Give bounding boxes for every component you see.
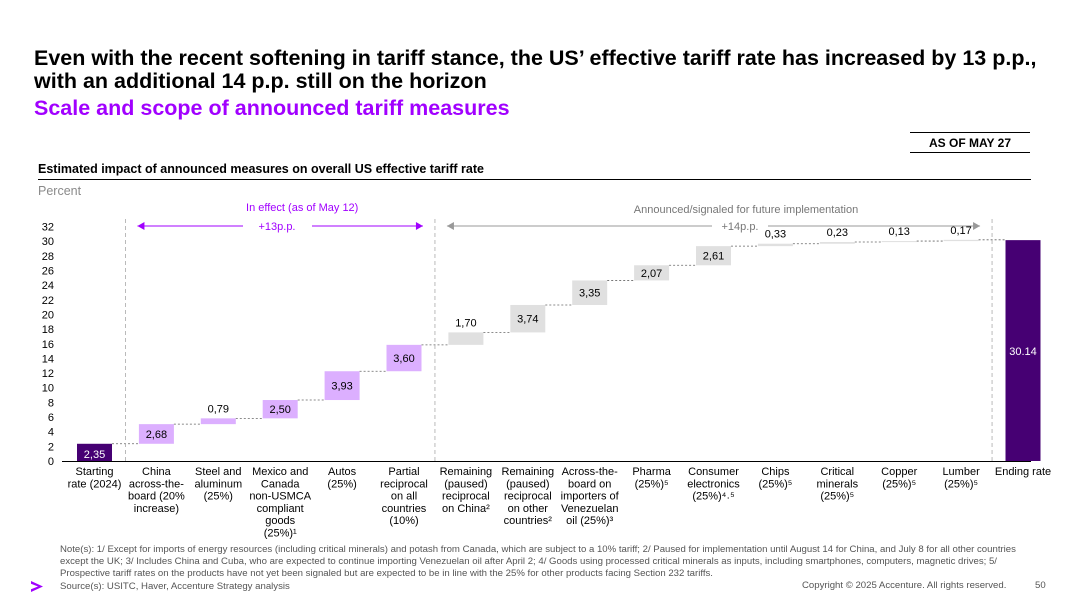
bar-value-label: 0,23 [827,227,848,239]
y-tick-label: 28 [42,251,54,263]
category-label: Starting rate (2024) [68,466,122,490]
y-axis-unit-label: Percent [38,184,82,198]
category-label: Autos (25%) [327,466,356,490]
bar-value-label: 0,13 [888,226,909,238]
bar-3 [262,400,298,419]
category-label: Lumber (25%)⁵ [942,466,980,490]
category-label: Remaining (paused) reciprocal on China² [440,466,493,515]
bar-value-label: 0,79 [208,403,229,415]
in-effect-label: In effect (as of May 12) [246,202,358,214]
bar-value-label: 1,70 [455,317,476,329]
category-label: Mexico and Canada non-USMCA compliant goods(… [249,466,311,540]
bar-value-label: 2,50 [269,404,290,416]
footnotes: Note(s): 1/ Except for imports of energy… [60,544,1016,580]
bar-value-label: 3,93 [331,381,352,393]
y-tick-label: 4 [48,427,54,439]
bar-1 [138,424,174,444]
future-delta: +14p.p. [721,221,758,233]
page-number: 50 [1035,580,1046,591]
y-tick-label: 22 [42,295,54,307]
arrowhead-icon [446,222,454,230]
arrowhead-icon [973,222,981,230]
category-label: Partial reciprocal on all countries (10%) [380,466,428,527]
bar-11 [757,243,793,247]
y-tick-label: 16 [42,339,54,351]
y-tick-label: 6 [48,412,54,424]
arrowhead-icon [415,222,423,230]
category-label: Steel and aluminum (25%) [194,466,242,503]
bar-9 [634,265,670,281]
waterfall-chart: 024681012141618202224262830322,35Startin… [42,202,1051,540]
bar-10 [696,246,731,266]
bar-4 [324,371,360,401]
bar-value-label: 3,35 [579,288,600,300]
bar-value-label: 3,74 [517,314,538,326]
y-tick-label: 32 [42,222,54,234]
bar-value-label: 0,33 [765,229,786,241]
bar-value-label: 3,60 [393,353,414,365]
as-of-badge: AS OF MAY 27 [910,132,1030,153]
future-label: Announced/signaled for future implementa… [634,204,858,216]
bar-value-label: 30.14 [1009,346,1037,358]
bar-value-label: 2,68 [146,429,167,441]
page-subtitle: Scale and scope of announced tariff meas… [34,96,510,120]
chart-title: Estimated impact of announced measures o… [38,162,1031,180]
category-label: Chips (25%)⁵ [758,466,792,490]
category-label: Copper (25%)⁵ [881,466,917,490]
bar-value-label: 2,61 [703,251,724,263]
bar-6 [448,332,484,345]
y-tick-label: 26 [42,265,54,277]
y-tick-label: 8 [48,397,54,409]
bar-12 [819,242,855,244]
bar-2 [200,418,236,425]
bar-15 [1005,240,1041,461]
y-tick-label: 2 [48,441,54,453]
category-label: Across-the-board on importers of Venezuela… [561,466,620,527]
bar-0 [77,443,112,461]
source-note: Source(s): USITC, Haver, Accenture Strat… [60,581,290,592]
y-tick-label: 20 [42,309,54,321]
y-tick-label: 14 [42,353,54,365]
category-label: Ending rate [995,466,1051,478]
y-tick-label: 18 [42,324,54,336]
bar-7 [510,304,546,333]
bar-5 [386,344,422,372]
y-tick-label: 30 [42,236,54,248]
bar-13 [881,241,917,243]
page-title: Even with the recent softening in tariff… [34,46,1037,93]
in-effect-delta: +13p.p. [258,221,295,233]
bar-value-label: 2,07 [641,268,662,280]
category-label: Consumer electronics (25%)⁴˒⁵ [687,466,740,503]
y-tick-label: 0 [48,456,54,468]
bar-value-label: 2,35 [84,449,105,461]
category-label: Critical minerals (25%)⁵ [817,466,859,503]
arrowhead-icon [137,222,145,230]
bar-8 [572,280,608,305]
category-label: Pharma (25%)⁵ [632,466,671,490]
accenture-logo-icon [31,581,43,592]
y-tick-label: 24 [42,280,54,292]
category-label: Remaining (paused) reciprocal on other count… [502,466,555,527]
y-tick-label: 10 [42,383,54,395]
bar-14 [943,239,979,242]
copyright: Copyright © 2025 Accenture. All rights r… [802,580,1007,591]
y-tick-label: 12 [42,368,54,380]
bar-value-label: 0,17 [950,225,971,237]
category-label: China across-the-board (20% increase) [128,466,185,515]
